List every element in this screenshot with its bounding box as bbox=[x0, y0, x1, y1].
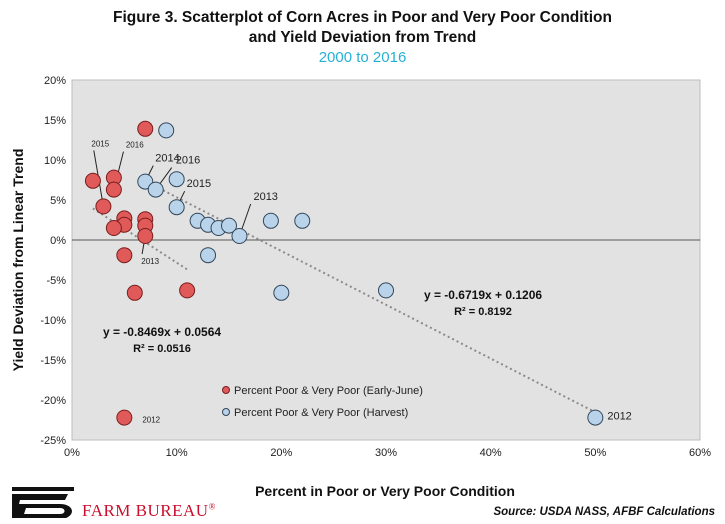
data-point-early-june bbox=[179, 282, 196, 299]
chart-title: Figure 3. Scatterplot of Corn Acres in P… bbox=[0, 8, 725, 48]
trendline bbox=[144, 180, 596, 414]
data-point-harvest bbox=[200, 247, 217, 264]
annotation-label: 2012 bbox=[142, 416, 160, 425]
data-point-harvest bbox=[221, 217, 237, 234]
trendline-r-squared: R² = 0.0516 bbox=[133, 343, 191, 355]
y-tick-label: 20% bbox=[44, 75, 66, 87]
logo-mark bbox=[12, 494, 72, 518]
data-point-early-june bbox=[95, 198, 112, 215]
data-point-harvest bbox=[262, 212, 279, 229]
annotation-label: 2014 bbox=[155, 153, 179, 165]
annotation-label: 2013 bbox=[253, 191, 277, 203]
data-point-harvest bbox=[158, 122, 175, 139]
y-axis-label: Yield Deviation from Linear Trend bbox=[10, 148, 26, 372]
x-tick-label: 10% bbox=[166, 447, 188, 459]
plot-area bbox=[71, 79, 701, 441]
y-tick-label: -25% bbox=[40, 435, 66, 447]
data-point-harvest bbox=[587, 409, 604, 426]
data-point-harvest bbox=[273, 284, 290, 301]
annotation-label: 2015 bbox=[91, 139, 109, 148]
annotation-label: 2016 bbox=[126, 141, 144, 150]
data-point-harvest bbox=[231, 228, 248, 244]
legend-marker bbox=[222, 386, 230, 394]
annotation-label: 2015 bbox=[187, 178, 211, 190]
y-tick-label: 5% bbox=[50, 195, 66, 207]
chart-title-line-2: and Yield Deviation from Trend bbox=[248, 29, 477, 46]
y-tick-label: -20% bbox=[40, 395, 66, 407]
y-tick-label: 15% bbox=[44, 115, 66, 127]
legend-marker bbox=[222, 408, 230, 416]
data-point-early-june bbox=[105, 220, 122, 236]
logo-mark-bar bbox=[12, 487, 74, 491]
y-tick-label: 10% bbox=[44, 155, 66, 167]
x-axis-label: Percent in Poor or Very Poor Condition bbox=[255, 483, 515, 499]
trendline-r-squared: R² = 0.8192 bbox=[454, 306, 512, 318]
chart-title-line-1: Figure 3. Scatterplot of Corn Acres in P… bbox=[113, 9, 612, 26]
data-point-early-june bbox=[105, 181, 122, 198]
data-point-early-june bbox=[137, 120, 154, 137]
data-point-harvest bbox=[168, 171, 185, 188]
x-tick-label: 30% bbox=[375, 447, 397, 459]
data-point-harvest bbox=[147, 181, 164, 198]
x-tick-label: 60% bbox=[689, 447, 711, 459]
legend-label: Percent Poor & Very Poor (Early-June) bbox=[234, 385, 423, 397]
data-point-early-june bbox=[84, 172, 101, 189]
farm-bureau-logo bbox=[12, 487, 74, 518]
source-note: Source: USDA NASS, AFBF Calculations bbox=[493, 506, 715, 518]
y-tick-label: -15% bbox=[40, 355, 66, 367]
data-point-harvest bbox=[378, 282, 394, 299]
data-point-early-june bbox=[116, 409, 133, 426]
y-tick-label: -5% bbox=[46, 275, 66, 287]
trendline-equation: y = -0.6719x + 0.1206 bbox=[424, 288, 542, 302]
x-tick-label: 0% bbox=[64, 447, 80, 459]
trendline-equation: y = -0.8469x + 0.0564 bbox=[103, 325, 221, 339]
x-tick-label: 50% bbox=[584, 447, 606, 459]
x-tick-label: 40% bbox=[480, 447, 502, 459]
annotation-label: 2013 bbox=[141, 257, 159, 266]
x-tick-label: 20% bbox=[270, 447, 292, 459]
annotation-label: 2012 bbox=[607, 411, 631, 423]
y-tick-label: -10% bbox=[40, 315, 66, 327]
data-point-early-june bbox=[126, 284, 143, 301]
y-tick-label: 0% bbox=[50, 235, 66, 247]
data-point-harvest bbox=[168, 199, 185, 216]
annotation-label: 2016 bbox=[176, 155, 200, 167]
chart-subtitle: 2000 to 2016 bbox=[318, 49, 407, 66]
brand-name: FARM BUREAU® bbox=[82, 501, 216, 520]
legend-label: Percent Poor & Very Poor (Harvest) bbox=[234, 407, 408, 419]
data-point-early-june bbox=[116, 247, 133, 264]
data-point-harvest bbox=[294, 212, 311, 229]
data-point-early-june bbox=[137, 228, 154, 244]
